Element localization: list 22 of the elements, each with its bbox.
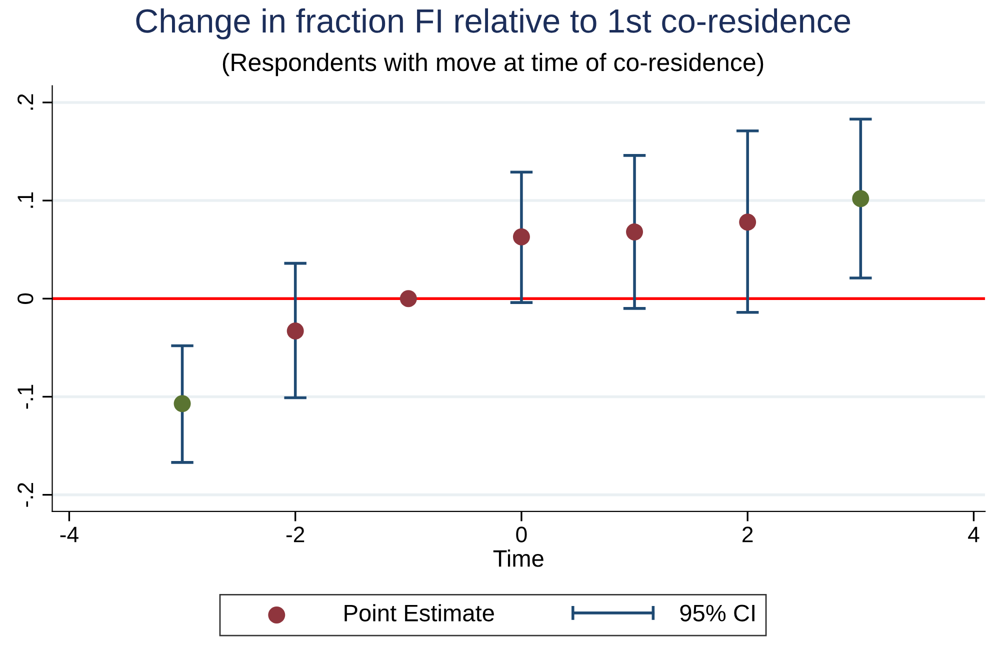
x-tick-label: -4 [60,526,78,542]
chart-subtitle: (Respondents with move at time of co-residence) [222,52,764,76]
y-tick-label: -.2 [18,482,34,507]
point [286,322,304,340]
x-tick-label: 4 [968,526,980,542]
y-tick-label: 0 [18,293,34,304]
text: 95% CI [680,604,754,622]
point [512,228,530,246]
x-tick-label: 0 [516,526,527,542]
point [400,290,417,308]
x-axis-title: Time [493,550,544,567]
y-tick-label: -.1 [18,384,34,409]
point [739,214,756,231]
point [852,190,870,208]
y-tick-label: .1 [18,192,34,208]
point [174,395,191,412]
y-tick-label: .2 [18,94,34,110]
point [626,223,644,240]
x-tick-label: -2 [286,526,304,542]
x-tick-label: 2 [742,526,753,542]
chart-title: Change in fraction FI relative to 1st co-residence [136,8,850,40]
text: Point Estimate [344,604,494,622]
